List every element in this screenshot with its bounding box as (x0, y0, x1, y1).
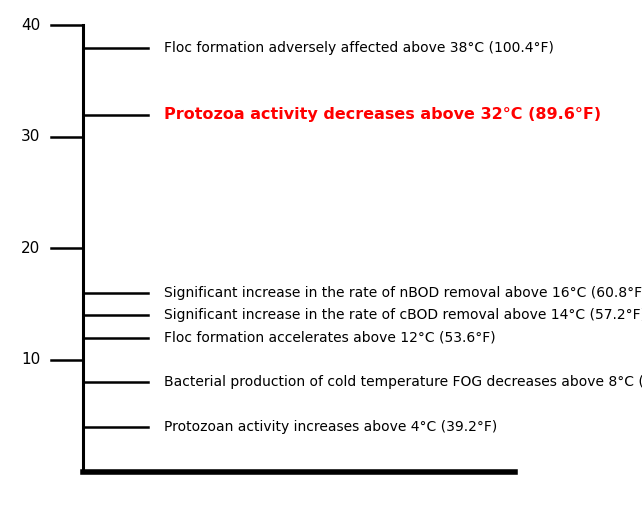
Text: Bacterial production of cold temperature FOG decreases above 8°C (46.4°F): Bacterial production of cold temperature… (164, 375, 642, 389)
Text: Significant increase in the rate of nBOD removal above 16°C (60.8°F): Significant increase in the rate of nBOD… (164, 286, 642, 300)
Text: Protozoa activity decreases above 32°C (89.6°F): Protozoa activity decreases above 32°C (… (164, 107, 602, 122)
Text: Protozoan activity increases above 4°C (39.2°F): Protozoan activity increases above 4°C (… (164, 420, 498, 434)
Text: Significant increase in the rate of cBOD removal above 14°C (57.2°F): Significant increase in the rate of cBOD… (164, 308, 642, 322)
Text: 40: 40 (21, 18, 40, 33)
Text: 10: 10 (21, 352, 40, 368)
Text: Floc formation adversely affected above 38°C (100.4°F): Floc formation adversely affected above … (164, 41, 554, 55)
Text: Floc formation accelerates above 12°C (53.6°F): Floc formation accelerates above 12°C (5… (164, 331, 496, 345)
Text: 20: 20 (21, 241, 40, 256)
Text: 30: 30 (21, 129, 40, 144)
